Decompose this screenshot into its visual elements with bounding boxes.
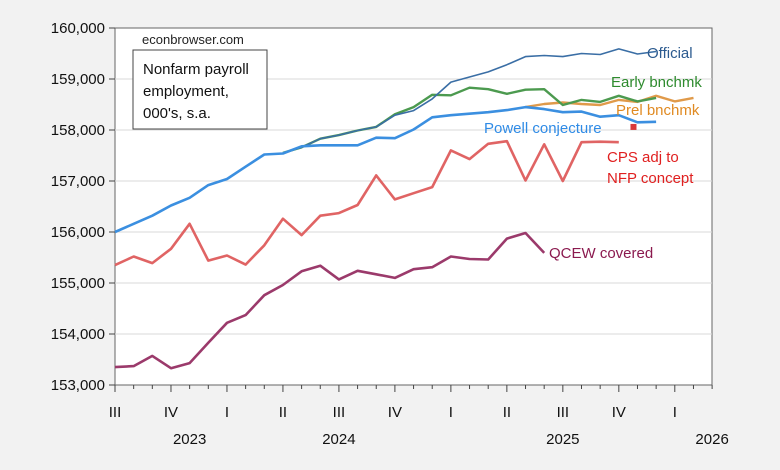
series-line-cps-adj-to-nfp-concept: [114, 139, 619, 267]
y-tick-label: 157,000: [51, 173, 105, 190]
y-axis: 153,000 154,000 155,000 156,000 157,000 158,0…: [51, 20, 115, 394]
y-tick-label: 156,000: [51, 224, 105, 241]
chart-title-line-1: Nonfarm payroll: [143, 61, 249, 78]
label-official: Official: [647, 45, 693, 62]
label-early-bnchmk: Early bnchmk: [611, 74, 702, 91]
x-quarter-label: II: [279, 404, 287, 421]
chart-title-line-2: employment,: [143, 83, 229, 100]
x-quarter-label: I: [225, 404, 229, 421]
x-quarter-label: IV: [164, 404, 178, 421]
x-quarter-label: II: [503, 404, 511, 421]
x-quarter-label: IV: [388, 404, 402, 421]
x-quarter-label: IV: [612, 404, 626, 421]
markers: [630, 123, 637, 130]
series-line-official: [282, 48, 657, 154]
series-lines: [114, 48, 694, 370]
y-tick-label: 160,000: [51, 20, 105, 37]
series-line-prel-bnchmk: [525, 94, 694, 109]
label-cps-line-1: CPS adj to: [607, 149, 679, 166]
x-quarter-label: III: [557, 404, 570, 421]
y-tick-label: 154,000: [51, 326, 105, 343]
series-line-powell-conjecture: [114, 105, 657, 234]
data-point-marker: [630, 123, 637, 130]
x-year-label: 2023: [173, 431, 206, 448]
chart-title-line-3: 000's, s.a.: [143, 105, 211, 122]
y-tick-label: 158,000: [51, 122, 105, 139]
y-tick-label: 159,000: [51, 71, 105, 88]
x-quarter-label: III: [333, 404, 346, 421]
label-prel-bnchmk: Prel bnchmk: [616, 102, 700, 119]
y-tick-label: 153,000: [51, 377, 105, 394]
x-quarter-label: I: [449, 404, 453, 421]
x-year-label: 2025: [546, 431, 579, 448]
source-note: econbrowser.com: [142, 32, 244, 47]
y-tick-label: 155,000: [51, 275, 105, 292]
title-box: [132, 49, 268, 130]
x-year-label: 2026: [695, 431, 728, 448]
series-line-qcew-covered: [114, 231, 546, 370]
x-year-label: 2024: [322, 431, 355, 448]
label-qcew: QCEW covered: [549, 245, 653, 262]
label-cps-line-2: NFP concept: [607, 170, 694, 187]
label-powell-conjecture: Powell conjecture: [484, 120, 602, 137]
x-quarter-label: I: [673, 404, 677, 421]
x-quarter-label: III: [109, 404, 122, 421]
